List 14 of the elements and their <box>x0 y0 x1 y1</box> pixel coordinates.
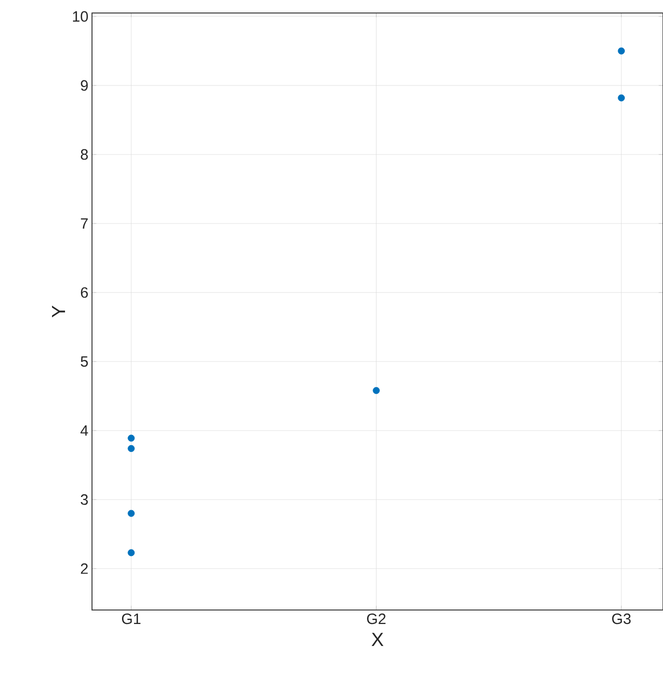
y-tick-label: 3 <box>80 494 88 505</box>
y-tick-label: 4 <box>80 425 88 436</box>
x-tick-label: G3 <box>612 614 631 624</box>
x-axis-title: X <box>372 632 384 646</box>
x-tick-label: G2 <box>367 614 386 624</box>
y-axis-title: Y <box>52 306 66 318</box>
y-tick-label: 7 <box>80 218 88 229</box>
y-tick-label: 6 <box>80 287 88 298</box>
y-tick-label: 2 <box>80 563 88 574</box>
y-tick-label: 5 <box>80 356 88 367</box>
x-tick-label: G1 <box>122 614 140 624</box>
y-tick-label: 8 <box>80 149 88 160</box>
y-tick-label: 9 <box>80 80 88 91</box>
y-tick-label: 10 <box>73 11 88 22</box>
